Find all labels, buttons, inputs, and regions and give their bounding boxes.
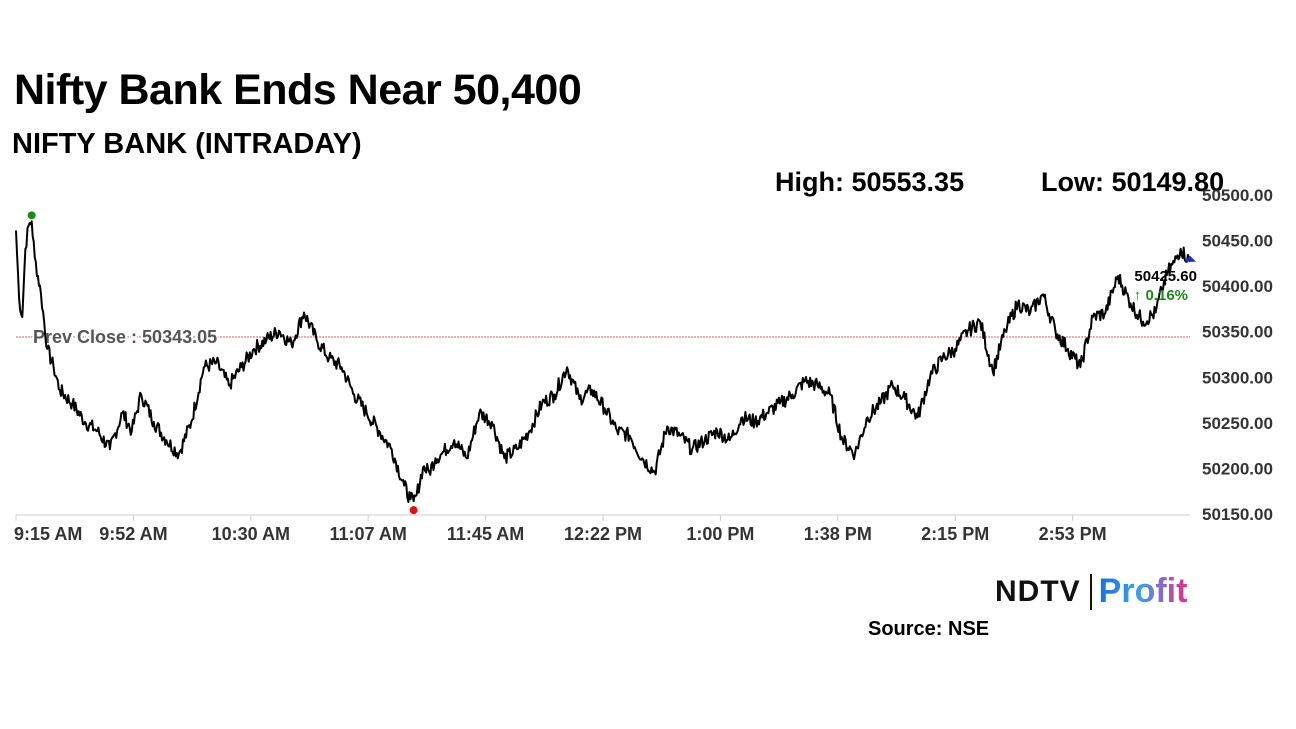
x-tick-label: 11:45 AM xyxy=(447,524,524,544)
price-series-line xyxy=(15,220,1191,503)
profit-wordmark: Profit xyxy=(1098,572,1188,610)
ndtv-profit-logo: NDTV Profit xyxy=(995,572,1187,611)
x-tick-labels: 9:15 AM 9:52 AM 10:30 AM 11:07 AM 11:45 AM 12… xyxy=(14,515,1107,544)
prev-close-label: Prev Close : 50343.05 xyxy=(33,327,217,347)
high-marker xyxy=(27,211,36,220)
y-axis: 50150.00 50200.00 50250.00 50300.00 50350.00… xyxy=(1202,186,1273,524)
y-tick-label: 50150.00 xyxy=(1202,505,1273,524)
x-tick-label: 9:52 AM xyxy=(99,524,167,544)
source-note: Source: NSE xyxy=(868,618,990,640)
x-tick-label: 1:38 PM xyxy=(804,524,872,544)
chart-headline: Nifty Bank Ends Near 50,400 xyxy=(14,66,582,114)
logo-divider xyxy=(1089,573,1092,610)
y-tick-label: 50500.00 xyxy=(1202,186,1273,205)
y-tick-label: 50350.00 xyxy=(1202,323,1273,342)
y-tick-label: 50200.00 xyxy=(1202,459,1273,478)
y-tick-label: 50400.00 xyxy=(1202,277,1273,296)
change-percent-label: ↑ 0.16% xyxy=(1134,287,1188,304)
x-tick-label: 12:22 PM xyxy=(564,524,642,544)
x-tick-label: 2:53 PM xyxy=(1039,524,1107,544)
x-tick-label: 1:00 PM xyxy=(686,524,754,544)
last-value-label: 50425.60 xyxy=(1134,268,1197,285)
y-tick-label: 50300.00 xyxy=(1202,368,1273,387)
y-tick-label: 50250.00 xyxy=(1202,414,1273,433)
chart-subheadline: NIFTY BANK (INTRADAY) xyxy=(12,128,362,160)
x-tick-label: 2:15 PM xyxy=(921,524,989,544)
day-low-label: Low: 50149.80 xyxy=(1041,167,1225,197)
x-tick-label: 9:15 AM xyxy=(14,524,82,544)
last-value-marker xyxy=(1184,255,1196,262)
ndtv-wordmark: NDTV xyxy=(995,574,1081,608)
y-tick-label: 50450.00 xyxy=(1202,232,1273,251)
x-tick-label: 10:30 AM xyxy=(212,524,290,544)
day-high-label: High: 50553.35 xyxy=(775,167,965,197)
low-marker xyxy=(409,506,418,515)
x-tick-label: 11:07 AM xyxy=(330,524,407,544)
